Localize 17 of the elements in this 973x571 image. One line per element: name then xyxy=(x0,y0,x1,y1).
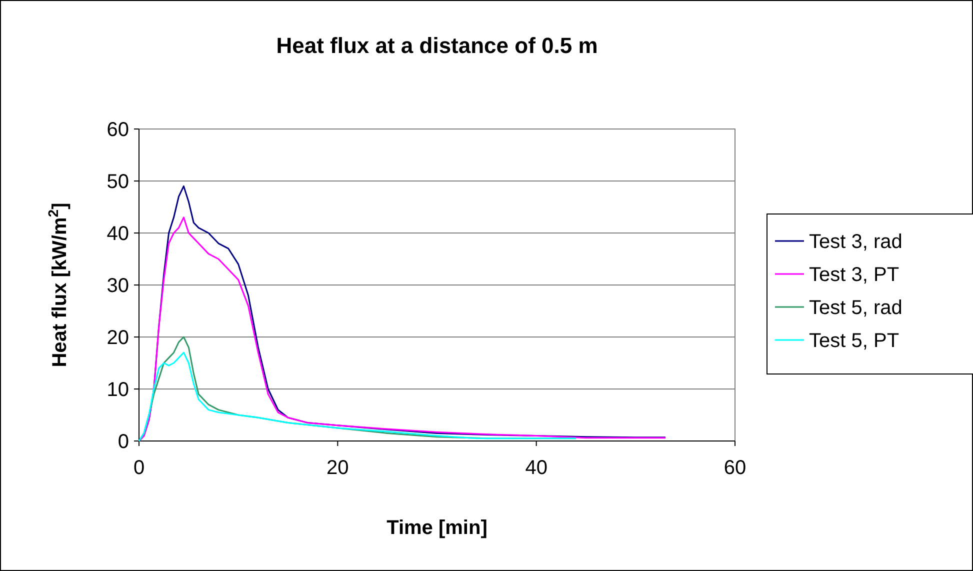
x-tick-label: 0 xyxy=(133,457,145,479)
x-axis-title: Time [min] xyxy=(386,517,488,539)
y-tick-label: 50 xyxy=(106,171,129,193)
x-tick-label: 40 xyxy=(525,457,548,479)
y-tick-label: 40 xyxy=(106,223,129,245)
legend-label: Test 5, rad xyxy=(809,297,902,319)
legend-label: Test 3, rad xyxy=(809,231,902,253)
x-tick-label: 60 xyxy=(724,457,746,479)
y-tick-label: 60 xyxy=(106,119,129,141)
x-tick-label: 20 xyxy=(326,457,349,479)
y-tick-label: 30 xyxy=(106,275,129,297)
y-tick-label: 10 xyxy=(106,379,129,401)
legend-label: Test 3, PT xyxy=(809,264,900,286)
y-tick-label: 0 xyxy=(118,431,129,453)
legend-label: Test 5, PT xyxy=(809,330,900,352)
y-tick-label: 20 xyxy=(106,327,129,349)
chart-title: Heat flux at a distance of 0.5 m xyxy=(276,33,598,58)
